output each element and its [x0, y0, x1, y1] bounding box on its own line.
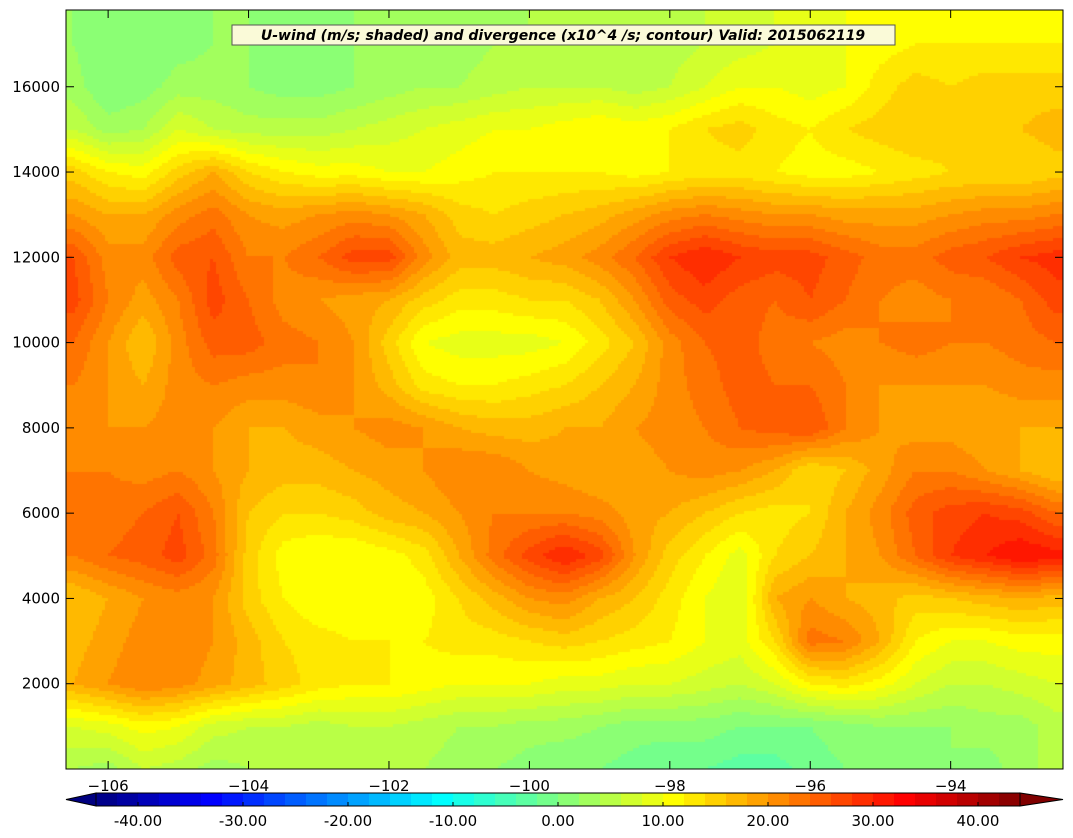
- contour-plot: [66, 10, 1063, 769]
- colorbar-segment: [453, 793, 475, 806]
- colorbar-tick-label: 20.00: [747, 812, 790, 830]
- colorbar-segment: [222, 793, 244, 806]
- y-tick-label: 2000: [22, 675, 60, 693]
- colorbar-segment: [768, 793, 790, 806]
- colorbar-segment: [621, 793, 643, 806]
- chart-title: U-wind (m/s; shaded) and divergence (x10…: [261, 28, 866, 44]
- colorbar-segment: [411, 793, 433, 806]
- colorbar-segment: [306, 793, 328, 806]
- colorbar-segment: [663, 793, 685, 806]
- x-tick-label: −100: [509, 777, 550, 795]
- colorbar-segment: [180, 793, 202, 806]
- x-tick-label: −94: [935, 777, 967, 795]
- colorbar-segment: [978, 793, 1000, 806]
- y-tick-label: 4000: [22, 589, 60, 607]
- colorbar-segment: [201, 793, 223, 806]
- colorbar-tick-label: 30.00: [852, 812, 895, 830]
- wind-field-fill: [66, 10, 1063, 769]
- y-tick-label: 16000: [12, 78, 60, 96]
- x-tick-label: −98: [654, 777, 686, 795]
- x-tick-label: −96: [794, 777, 826, 795]
- colorbar: [65, 792, 1064, 807]
- colorbar-tick-label: 10.00: [642, 812, 685, 830]
- colorbar-segment: [579, 793, 601, 806]
- colorbar-segment: [285, 793, 307, 806]
- y-tick-label: 6000: [22, 504, 60, 522]
- y-tick-label: 8000: [22, 419, 60, 437]
- y-tick-label: 10000: [12, 334, 60, 352]
- colorbar-extend-high: [1019, 792, 1064, 807]
- x-tick-label: −106: [88, 777, 129, 795]
- colorbar-segment: [516, 793, 538, 806]
- colorbar-ticks: -40.00 -30.00 -20.00 -10.00 0.00 10.00 20.00 30…: [114, 802, 1000, 830]
- colorbar-segment: [558, 793, 580, 806]
- colorbar-segment: [852, 793, 874, 806]
- colorbar-segment: [138, 793, 160, 806]
- colorbar-segment: [159, 793, 181, 806]
- colorbar-segment: [264, 793, 286, 806]
- colorbar-segment: [810, 793, 832, 806]
- colorbar-segment: [432, 793, 454, 806]
- y-axis: 2000 4000 6000 8000 10000 12000 14000 16000: [12, 78, 1063, 693]
- colorbar-tick-label: 0.00: [541, 812, 574, 830]
- y-tick-label: 14000: [12, 163, 60, 181]
- colorbar-segment: [873, 793, 895, 806]
- colorbar-segment: [747, 793, 769, 806]
- x-tick-label: −104: [228, 777, 269, 795]
- plot-frame: [65, 9, 1064, 770]
- colorbar-segment: [474, 793, 496, 806]
- colorbar-tick-label: -10.00: [429, 812, 477, 830]
- colorbar-segment: [537, 793, 559, 806]
- colorbar-segment: [369, 793, 391, 806]
- colorbar-segment: [117, 793, 139, 806]
- colorbar-extend-low: [65, 792, 97, 807]
- colorbar-segment: [390, 793, 412, 806]
- colorbar-segment: [96, 793, 118, 806]
- colorbar-tick-label: -20.00: [324, 812, 372, 830]
- colorbar-segment: [999, 793, 1021, 806]
- colorbar-segment: [915, 793, 937, 806]
- colorbar-segment: [495, 793, 517, 806]
- colorbar-segment: [684, 793, 706, 806]
- title-background: [231, 24, 896, 46]
- colorbar-segment: [705, 793, 727, 806]
- colorbar-tick-label: -30.00: [219, 812, 267, 830]
- y-tick-label: 12000: [12, 248, 60, 266]
- colorbar-segment: [936, 793, 958, 806]
- x-axis: −106 −104 −102 −100 −98 −96 −94: [88, 10, 967, 795]
- colorbar-segment: [957, 793, 979, 806]
- colorbar-segment: [894, 793, 916, 806]
- colorbar-segment: [600, 793, 622, 806]
- colorbar-segment: [348, 793, 370, 806]
- colorbar-tick-label: 40.00: [957, 812, 1000, 830]
- colorbar-segment: [642, 793, 664, 806]
- title-box: U-wind (m/s; shaded) and divergence (x10…: [231, 24, 896, 46]
- colorbar-segment: [327, 793, 349, 806]
- colorbar-tick-label: -40.00: [114, 812, 162, 830]
- x-tick-label: −102: [368, 777, 409, 795]
- colorbar-segment: [789, 793, 811, 806]
- colorbar-segment: [726, 793, 748, 806]
- colorbar-segment: [243, 793, 265, 806]
- colorbar-segment: [831, 793, 853, 806]
